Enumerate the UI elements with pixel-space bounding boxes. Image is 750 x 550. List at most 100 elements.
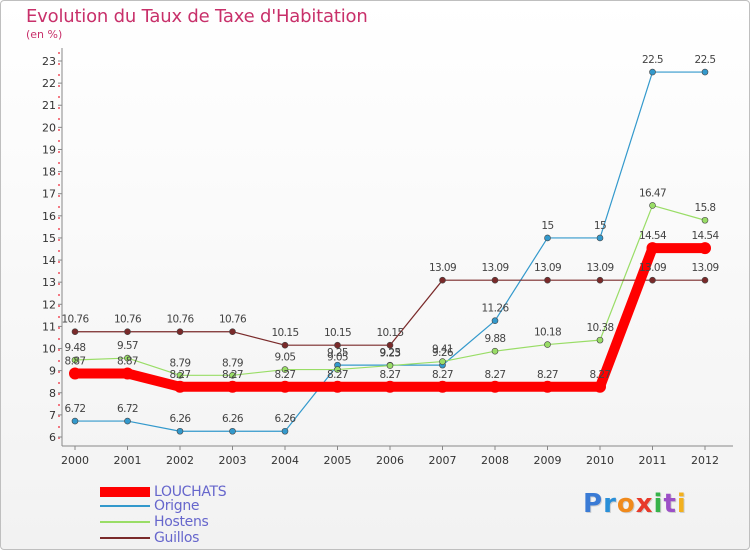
logo-letter: i (653, 489, 664, 519)
data-label: 11.26 (481, 303, 509, 315)
data-label: 13.09 (639, 262, 666, 274)
x-tick-label: 2003 (219, 454, 247, 467)
data-point (281, 341, 289, 349)
proxiti-logo: Proxiti (583, 489, 687, 519)
x-tick-label: 2011 (639, 454, 667, 467)
axes: 6 7 8 9 10 11 12 13 14 15 16 17 18 19 20 21 22 23 2000 2001… (42, 48, 733, 467)
y-tick-label: 19 (42, 143, 56, 156)
data-point (279, 380, 291, 393)
x-tick-label: 2001 (114, 454, 142, 467)
data-label: 8.27 (170, 369, 191, 381)
data-point (649, 202, 656, 209)
data-label: 9.25 (327, 347, 348, 359)
data-label: 15.8 (695, 202, 716, 214)
y-tick-label: 14 (42, 254, 56, 267)
y-tick-label: 10 (42, 343, 56, 356)
data-label: 9.25 (380, 347, 401, 359)
data-point (544, 341, 551, 348)
y-tick-label: 9 (49, 365, 56, 378)
y-tick-label: 15 (42, 232, 56, 245)
data-label: 9.41 (432, 344, 453, 356)
legend-swatch (100, 505, 150, 507)
data-label: 8.27 (432, 369, 453, 381)
x-tick-label: 2005 (324, 454, 352, 467)
data-point (281, 427, 289, 435)
data-point (699, 242, 711, 255)
data-point (701, 68, 709, 76)
series-guillos (71, 276, 709, 349)
series-louchats (69, 242, 711, 393)
y-tick-label: 21 (42, 99, 56, 112)
data-label: 14.54 (639, 230, 667, 242)
data-label: 9.23 (380, 348, 401, 360)
y-tick-label: 18 (42, 166, 56, 179)
data-point (71, 417, 79, 425)
data-point (386, 341, 394, 349)
data-point (229, 371, 236, 379)
y-tick-label: 13 (42, 276, 56, 289)
legend-swatch (100, 537, 150, 539)
y-tick-label: 23 (42, 55, 56, 68)
x-tick-label: 2010 (586, 454, 614, 467)
data-point (439, 358, 446, 365)
data-point (544, 276, 551, 284)
labels-layer: 10.76 10.76 10.76 10.76 10.15 10.15 10.15 13.09… (61, 54, 720, 425)
data-point (176, 328, 184, 336)
legend-label: Hostens (154, 514, 209, 530)
data-point (701, 276, 709, 284)
data-point (124, 354, 131, 362)
data-label: 14.54 (691, 230, 719, 242)
data-label: 6.72 (65, 403, 86, 415)
data-label: 8.87 (117, 356, 138, 368)
data-label: 13.09 (534, 262, 561, 274)
data-label: 10.18 (534, 327, 561, 339)
logo-letter: r (603, 489, 617, 519)
data-point (541, 380, 554, 393)
legend-item: Guillos (100, 530, 199, 546)
data-label: 6.26 (170, 413, 192, 425)
data-point (544, 234, 551, 242)
data-label: 15 (541, 220, 553, 232)
data-label: 8.27 (590, 369, 611, 381)
data-point (174, 380, 186, 393)
data-point (386, 362, 394, 369)
logo-letter: t (663, 489, 677, 519)
data-point (646, 242, 659, 255)
y-tick-label: 8 (49, 387, 56, 400)
data-point (176, 371, 184, 379)
data-label: 8.27 (222, 369, 243, 381)
data-label: 10.38 (586, 322, 613, 334)
series-hostens (71, 202, 709, 379)
data-point (596, 336, 604, 344)
data-point (596, 234, 604, 242)
data-label: 10.76 (61, 314, 89, 326)
data-point (229, 427, 236, 435)
legend-swatch (100, 487, 150, 497)
logo-letter: P (583, 489, 604, 519)
legend-swatch (100, 521, 150, 523)
data-point (71, 356, 79, 364)
x-tick-label: 2002 (166, 454, 194, 467)
data-label: 9.57 (117, 340, 138, 352)
y-tick-label: 7 (49, 409, 56, 422)
data-point (176, 427, 184, 435)
x-tick-label: 2004 (271, 454, 299, 467)
data-label: 8.87 (65, 356, 86, 368)
data-label: 8.79 (222, 357, 243, 369)
data-label: 15 (594, 220, 606, 232)
x-tick-label: 2008 (481, 454, 509, 467)
y-tick-label: 11 (42, 320, 56, 333)
data-label: 22.5 (642, 54, 663, 66)
x-tick-label: 2012 (691, 454, 719, 467)
data-point (331, 380, 344, 393)
data-label: 9.05 (275, 352, 296, 364)
y-tick-label: 20 (42, 121, 56, 134)
data-point (334, 341, 341, 349)
data-point (594, 380, 606, 393)
data-point (334, 366, 341, 373)
data-point (491, 317, 499, 324)
data-point (439, 276, 446, 284)
data-label: 9.26 (432, 347, 454, 359)
data-label: 6.26 (275, 413, 297, 425)
